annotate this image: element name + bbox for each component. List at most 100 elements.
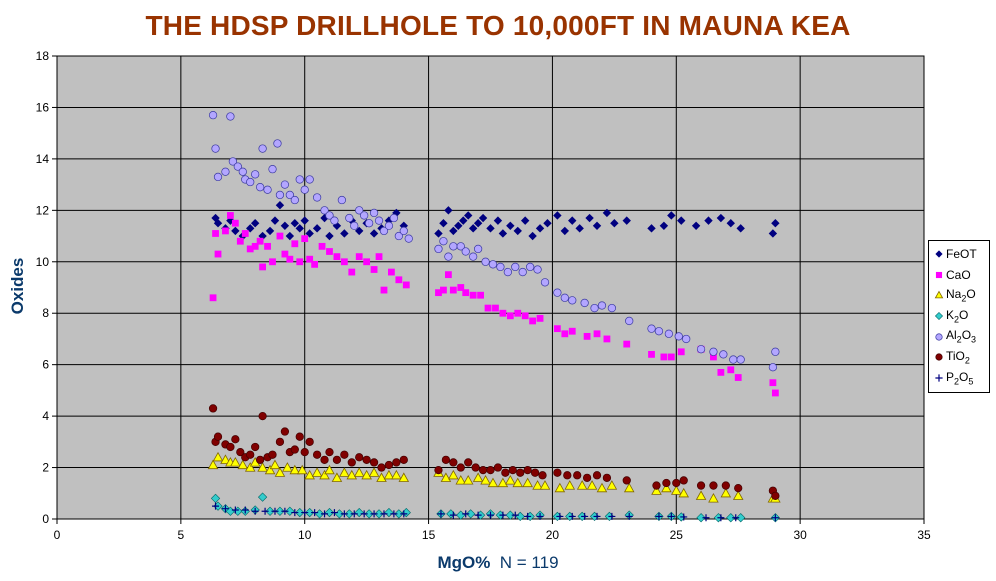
point-cao <box>583 332 591 340</box>
point-al2o3 <box>228 157 238 166</box>
point-al2o3 <box>399 226 408 236</box>
point-tio2 <box>255 455 265 464</box>
point-cao <box>506 312 514 320</box>
point-tio2 <box>280 427 290 436</box>
point-cao <box>593 330 601 338</box>
point-al2o3 <box>540 278 550 287</box>
point-feot <box>449 226 458 236</box>
point-al2o3 <box>511 262 520 272</box>
point-cao <box>444 271 452 279</box>
point-feot <box>506 221 515 230</box>
point-al2o3 <box>305 175 314 184</box>
point-tio2 <box>347 458 356 467</box>
point-na2o <box>319 469 330 480</box>
point-cao <box>499 309 507 317</box>
point-na2o <box>339 467 350 477</box>
point-tio2 <box>622 476 631 485</box>
point-feot <box>513 226 522 236</box>
point-na2o <box>296 464 308 475</box>
legend-item-feot: FeOT <box>929 244 989 265</box>
point-al2o3 <box>268 165 277 174</box>
point-al2o3 <box>238 167 247 176</box>
point-cao <box>435 289 442 297</box>
point-tio2 <box>300 447 309 457</box>
point-na2o <box>331 472 343 482</box>
point-feot <box>285 231 295 241</box>
point-tio2 <box>268 450 277 459</box>
point-al2o3 <box>379 226 389 236</box>
point-al2o3 <box>273 139 282 148</box>
point-tio2 <box>325 447 334 457</box>
point-na2o <box>353 467 365 477</box>
point-cao <box>727 366 735 374</box>
point-al2o3 <box>211 144 220 153</box>
point-al2o3 <box>384 221 394 230</box>
point-tio2 <box>493 463 503 472</box>
point-cao <box>514 309 522 317</box>
point-cao <box>259 263 267 271</box>
x-axis-label: MgO% <box>437 553 491 572</box>
point-al2o3 <box>719 350 728 359</box>
point-tio2 <box>332 455 342 464</box>
point-cao <box>492 304 499 312</box>
x-tick-label: 10 <box>298 528 312 542</box>
legend-marker-tio2 <box>935 353 943 361</box>
point-k2o <box>257 492 268 502</box>
point-na2o <box>586 480 598 490</box>
legend-label: CaO <box>946 267 971 282</box>
point-tio2 <box>709 481 718 490</box>
point-na2o <box>391 469 402 480</box>
point-na2o <box>512 477 524 488</box>
point-p2o5 <box>221 505 229 513</box>
point-cao <box>536 314 544 322</box>
y-tick-label: 10 <box>36 255 50 269</box>
point-na2o <box>596 482 608 493</box>
point-tio2 <box>226 442 235 452</box>
point-feot <box>355 226 364 236</box>
point-na2o <box>269 459 281 470</box>
legend-label: P2O5 <box>946 369 974 387</box>
point-p2o5 <box>321 510 329 518</box>
y-tick-label: 0 <box>42 512 49 526</box>
point-al2o3 <box>503 267 512 277</box>
point-feot <box>659 221 669 230</box>
point-na2o <box>480 474 491 485</box>
point-p2o5 <box>212 502 220 510</box>
point-feot <box>520 216 530 225</box>
y-tick-label: 6 <box>42 358 49 372</box>
point-tio2 <box>377 463 386 472</box>
point-na2o <box>522 477 533 488</box>
point-na2o <box>455 474 467 485</box>
point-cao <box>281 250 289 258</box>
point-tio2 <box>501 468 510 477</box>
point-al2o3 <box>533 265 542 274</box>
point-feot <box>473 218 483 228</box>
x-tick-label: 0 <box>54 528 61 542</box>
point-feot <box>543 218 552 228</box>
point-feot <box>325 231 334 241</box>
point-feot <box>250 218 260 228</box>
point-feot <box>610 218 619 228</box>
point-p2o5 <box>680 513 688 521</box>
point-cao <box>717 368 725 376</box>
point-na2o <box>244 462 256 472</box>
point-al2o3 <box>449 242 458 251</box>
point-cao <box>734 374 742 381</box>
point-cao <box>462 289 470 297</box>
point-p2o5 <box>291 509 299 517</box>
point-cao <box>251 242 259 250</box>
point-feot <box>647 224 656 233</box>
point-al2o3 <box>768 363 778 372</box>
point-cao <box>236 237 244 245</box>
y-tick-label: 16 <box>36 100 50 114</box>
point-na2o <box>383 469 395 480</box>
plot-area <box>56 55 925 520</box>
point-cao <box>769 379 777 387</box>
point-cao <box>469 291 477 299</box>
point-al2o3 <box>560 293 569 302</box>
chart-title: THE HDSP DRILLHOLE TO 10,000FT IN MAUNA … <box>145 10 851 41</box>
point-al2o3 <box>233 162 242 171</box>
point-p2o5 <box>556 512 564 520</box>
point-na2o <box>732 490 744 500</box>
point-feot <box>726 218 735 228</box>
